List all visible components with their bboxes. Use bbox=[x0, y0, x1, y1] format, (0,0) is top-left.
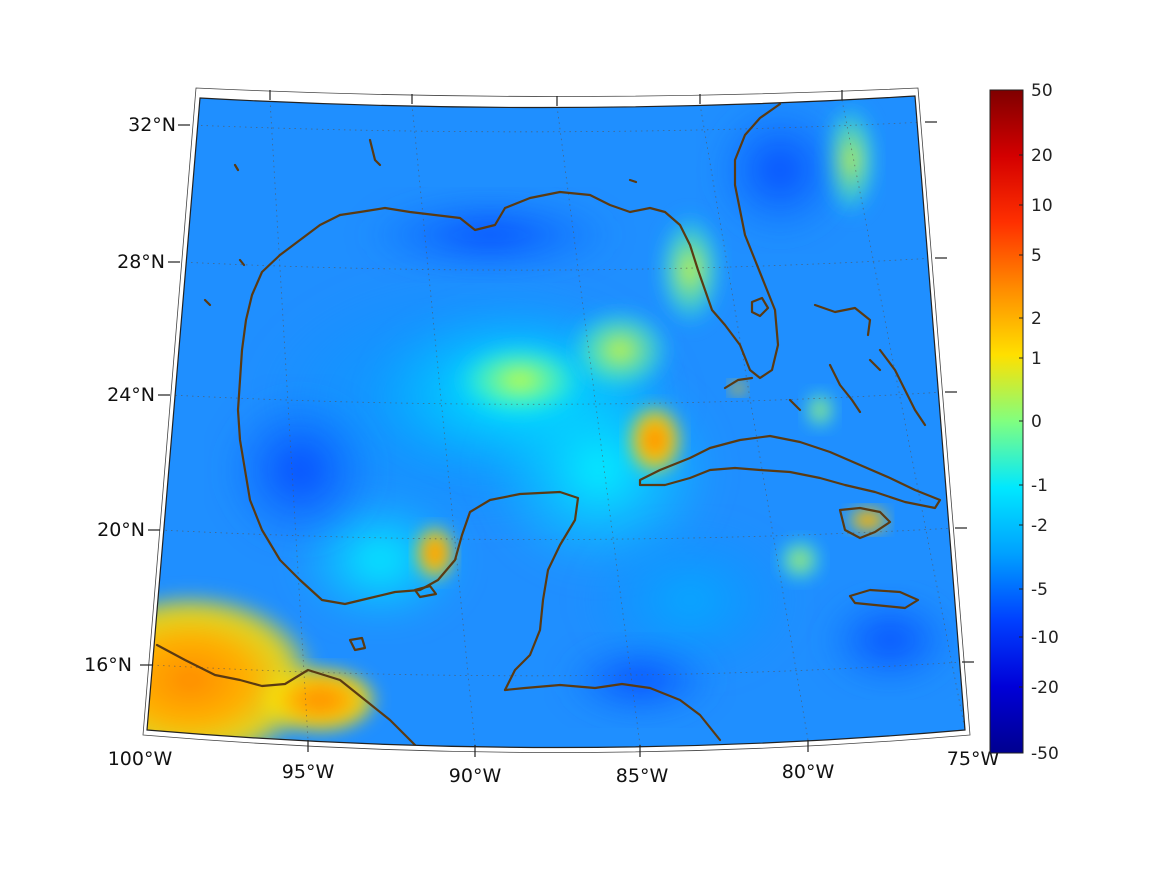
coastlines bbox=[155, 102, 942, 747]
anomaly-field bbox=[147, 100, 960, 748]
gulf-coast bbox=[236, 213, 580, 692]
lat-label-20n: 20°N bbox=[97, 519, 145, 541]
lake-okeechobee bbox=[750, 296, 770, 318]
honduras-coast bbox=[503, 682, 722, 742]
colorbar-tick-label: -2 bbox=[1031, 516, 1048, 536]
lat-label-28n: 28°N bbox=[117, 251, 165, 273]
colorbar-tick-label: -1 bbox=[1031, 476, 1048, 496]
florida-keys bbox=[723, 376, 754, 390]
lat-label-24n: 24°N bbox=[107, 384, 155, 406]
frame-ticks bbox=[140, 90, 974, 757]
meridian-75w bbox=[841, 99, 965, 731]
lon-label-100w: 100°W bbox=[108, 748, 173, 770]
bahamas bbox=[788, 303, 927, 427]
longitude-labels: 100°W 95°W 90°W 85°W 80°W 75°W bbox=[108, 748, 1000, 787]
colorbar-tick-label: 10 bbox=[1031, 196, 1053, 216]
colorbar-tick-label: 1 bbox=[1031, 349, 1042, 369]
lon-label-80w: 80°W bbox=[782, 761, 835, 783]
colorbar-gradient bbox=[989, 89, 1024, 754]
hispaniola bbox=[838, 506, 892, 540]
yucatan-north-island bbox=[413, 584, 438, 599]
colorbar-tick-label: 5 bbox=[1031, 246, 1042, 266]
colorbar-tick-label: -5 bbox=[1031, 580, 1048, 600]
lon-label-95w: 95°W bbox=[282, 761, 335, 783]
colorbar-tick-label: 20 bbox=[1031, 146, 1053, 166]
jamaica bbox=[848, 588, 920, 610]
belize-islands bbox=[348, 636, 367, 652]
lon-label-90w: 90°W bbox=[449, 765, 502, 787]
lon-label-85w: 85°W bbox=[616, 765, 669, 787]
central-america-coast bbox=[155, 643, 417, 747]
lon-label-75w: 75°W bbox=[947, 748, 1000, 770]
meridian-95w bbox=[269, 99, 309, 741]
map-frame-outer bbox=[142, 87, 971, 753]
parallel-24n bbox=[169, 391, 946, 405]
parallel-32n bbox=[189, 121, 926, 133]
colorbar-tick-label: -50 bbox=[1031, 744, 1059, 764]
colorbar-tick-label: -10 bbox=[1031, 628, 1059, 648]
graticule bbox=[151, 99, 965, 746]
colorbar-tick-label: -20 bbox=[1031, 678, 1059, 698]
us-gulf-coast bbox=[338, 102, 782, 380]
latitude-labels: 32°N 28°N 24°N 20°N 16°N bbox=[84, 114, 176, 676]
map-frame bbox=[146, 95, 966, 749]
map-area bbox=[147, 96, 965, 748]
cuba bbox=[638, 434, 942, 510]
lat-label-16n: 16°N bbox=[84, 654, 132, 676]
colorbar-tick-label: 0 bbox=[1031, 412, 1042, 432]
lat-label-32n: 32°N bbox=[128, 114, 176, 136]
southwest-islets bbox=[203, 138, 638, 307]
colorbar-tick-label: 2 bbox=[1031, 309, 1042, 329]
colorbar-tick-label: 50 bbox=[1031, 81, 1053, 101]
